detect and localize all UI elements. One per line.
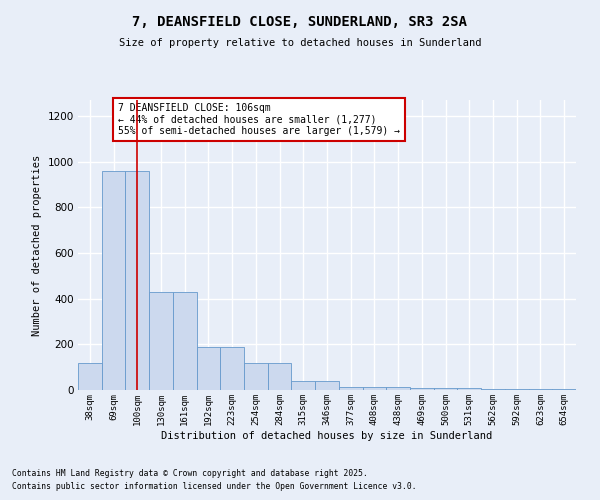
Bar [292, 381, 315, 390]
Bar [434, 388, 457, 390]
Bar [220, 346, 244, 390]
Bar [149, 292, 173, 390]
Y-axis label: Number of detached properties: Number of detached properties [32, 154, 42, 336]
Bar [125, 171, 149, 390]
Bar [102, 171, 125, 390]
Bar [552, 389, 576, 390]
Bar [244, 362, 268, 390]
Text: 7, DEANSFIELD CLOSE, SUNDERLAND, SR3 2SA: 7, DEANSFIELD CLOSE, SUNDERLAND, SR3 2SA [133, 15, 467, 29]
Bar [386, 386, 410, 390]
Bar [315, 381, 339, 390]
Bar [197, 346, 220, 390]
Bar [505, 389, 529, 390]
Text: 7 DEANSFIELD CLOSE: 106sqm
← 44% of detached houses are smaller (1,277)
55% of s: 7 DEANSFIELD CLOSE: 106sqm ← 44% of deta… [118, 103, 400, 136]
Bar [529, 389, 552, 390]
Text: Size of property relative to detached houses in Sunderland: Size of property relative to detached ho… [119, 38, 481, 48]
Bar [457, 388, 481, 390]
Bar [410, 388, 434, 390]
Bar [339, 386, 362, 390]
Bar [362, 386, 386, 390]
Bar [173, 292, 197, 390]
Text: Contains public sector information licensed under the Open Government Licence v3: Contains public sector information licen… [12, 482, 416, 491]
Text: Contains HM Land Registry data © Crown copyright and database right 2025.: Contains HM Land Registry data © Crown c… [12, 468, 368, 477]
X-axis label: Distribution of detached houses by size in Sunderland: Distribution of detached houses by size … [161, 430, 493, 440]
Bar [268, 362, 292, 390]
Bar [481, 389, 505, 390]
Bar [78, 362, 102, 390]
